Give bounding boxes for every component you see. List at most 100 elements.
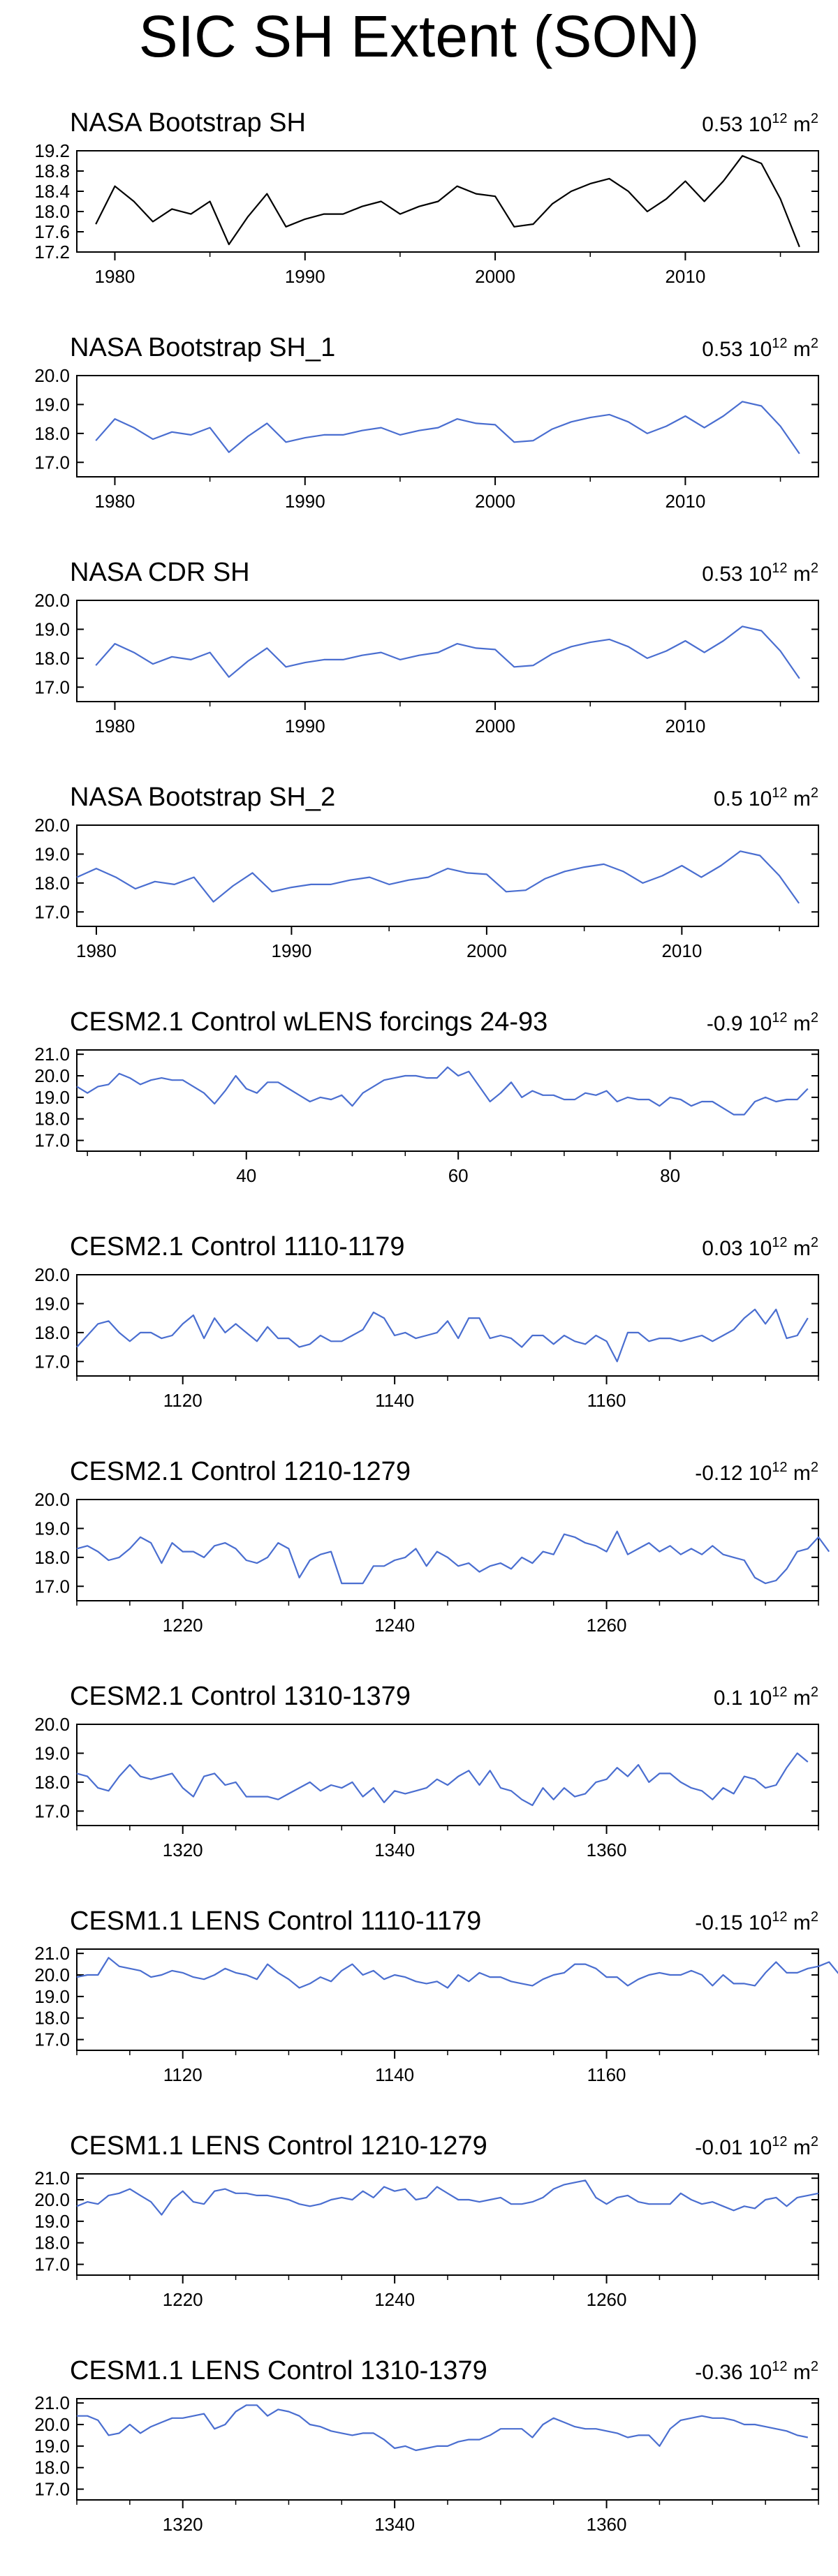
y-tick-label: 17.2 — [34, 242, 70, 262]
x-tick-label: 2000 — [475, 716, 515, 736]
trend-unit: m — [788, 1237, 811, 1260]
trend-unit-exp2: 2 — [811, 2359, 818, 2374]
trend-value: -0.36 — [695, 2361, 749, 2384]
y-tick-label: 17.0 — [34, 1576, 70, 1597]
series-line — [77, 2404, 809, 2452]
trend-unit-base: 10 — [749, 563, 772, 586]
trend-label: 0.53 1012 m2 — [702, 561, 818, 586]
trend-unit-exp2: 2 — [811, 561, 818, 576]
x-tick-label: 1120 — [163, 1390, 203, 1411]
trend-unit-base: 10 — [749, 1687, 772, 1710]
y-tick-label: 19.0 — [34, 1742, 70, 1763]
trend-value: 0.53 — [702, 338, 749, 361]
chart-title: CESM1.1 LENS Control 1310-1379 — [70, 2356, 487, 2385]
trend-label: -0.9 1012 m2 — [707, 1010, 818, 1035]
trend-unit-exp: 12 — [772, 2359, 787, 2374]
x-tick-label: 1260 — [587, 1615, 627, 1636]
y-tick-label: 18.0 — [34, 2233, 70, 2253]
plot-frame — [76, 1049, 819, 1152]
trend-label: 0.53 1012 m2 — [702, 111, 818, 136]
trend-unit-base: 10 — [749, 1462, 772, 1485]
trend-unit-exp2: 2 — [811, 1460, 818, 1475]
plot-frame — [76, 150, 819, 253]
x-tick-label: 40 — [236, 1165, 256, 1186]
chart-title: CESM2.1 Control 1110-1179 — [70, 1232, 405, 1261]
trend-value: 0.03 — [702, 1237, 749, 1260]
y-tick-label: 19.0 — [34, 1087, 70, 1108]
y-tick-label: 19.2 — [34, 140, 70, 161]
trend-label: 0.1 1012 m2 — [714, 1685, 818, 1710]
chart-title: NASA Bootstrap SH_2 — [70, 783, 335, 812]
trend-unit: m — [788, 1462, 811, 1485]
series-line — [95, 401, 800, 454]
y-tick-label: 18.4 — [34, 181, 70, 202]
y-tick-label: 18.0 — [34, 1772, 70, 1793]
trend-unit: m — [788, 338, 811, 361]
chart-panel-7: CESM2.1 Control 1210-1279 -0.12 1012 m2 17… — [34, 1457, 830, 1636]
series-line — [95, 155, 800, 248]
page-title: SIC SH Extent (SON) — [138, 3, 700, 69]
chart-panel-10: CESM1.1 LENS Control 1210-1279 -0.01 1012… — [34, 2131, 819, 2310]
y-tick-label: 20.0 — [34, 2189, 70, 2210]
plot-frame — [76, 1948, 819, 2051]
trend-unit-exp: 12 — [772, 1460, 787, 1475]
trend-unit: m — [788, 1911, 811, 1934]
x-tick-label: 1260 — [587, 2289, 627, 2310]
x-tick-label: 1980 — [95, 716, 135, 736]
chart-title: CESM1.1 LENS Control 1110-1179 — [70, 1907, 481, 1936]
y-tick-label: 18.0 — [34, 1109, 70, 1130]
y-tick-label: 17.0 — [34, 676, 70, 697]
trend-label: 0.5 1012 m2 — [714, 785, 818, 810]
series-line — [95, 626, 800, 679]
trend-unit-base: 10 — [749, 338, 772, 361]
x-tick-label: 1160 — [587, 1390, 626, 1411]
x-tick-label: 1240 — [374, 2289, 415, 2310]
x-tick-label: 1220 — [163, 2289, 203, 2310]
chart-title: CESM2.1 Control 1210-1279 — [70, 1457, 411, 1486]
plot-frame — [76, 600, 819, 702]
trend-label: -0.12 1012 m2 — [695, 1460, 818, 1485]
y-tick-label: 17.0 — [34, 1800, 70, 1821]
chart-panel-2: NASA Bootstrap SH_1 0.53 1012 m2 17.0 18.0 1… — [34, 333, 819, 512]
trend-unit-exp2: 2 — [811, 336, 818, 351]
trend-unit: m — [788, 563, 811, 586]
x-tick-label: 60 — [448, 1165, 469, 1186]
chart-title: CESM2.1 Control 1310-1379 — [70, 1682, 411, 1711]
trend-unit-exp: 12 — [772, 1010, 787, 1026]
trend-label: 0.53 1012 m2 — [702, 336, 818, 361]
x-tick-label: 1340 — [374, 1840, 415, 1860]
y-tick-label: 21.0 — [34, 2168, 70, 2189]
y-tick-label: 18.0 — [34, 1322, 70, 1343]
trend-value: 0.5 — [714, 787, 749, 810]
chart-panel-4: NASA Bootstrap SH_2 0.5 1012 m2 17.0 18.0 19… — [34, 783, 819, 961]
plot-frame — [76, 1274, 819, 1377]
trend-value: -0.9 — [707, 1012, 749, 1035]
x-tick-label: 1990 — [285, 266, 325, 287]
x-tick-label: 1980 — [95, 266, 135, 287]
x-tick-label: 1990 — [271, 940, 311, 961]
y-tick-label: 20.0 — [34, 1489, 70, 1510]
x-tick-label: 2010 — [661, 940, 702, 961]
trend-unit-exp2: 2 — [811, 2134, 818, 2149]
trend-unit-exp: 12 — [772, 561, 787, 576]
y-tick-label: 19.0 — [34, 1518, 70, 1539]
y-tick-label: 18.0 — [34, 2008, 70, 2029]
x-tick-label: 2000 — [475, 266, 515, 287]
y-tick-label: 18.0 — [34, 648, 70, 669]
trend-unit: m — [788, 2136, 811, 2159]
trend-unit: m — [788, 113, 811, 136]
y-tick-label: 18.0 — [34, 423, 70, 444]
y-tick-label: 18.8 — [34, 161, 70, 182]
trend-unit-base: 10 — [749, 2361, 772, 2384]
y-tick-label: 20.0 — [34, 1714, 70, 1735]
y-tick-label: 17.0 — [34, 1351, 70, 1372]
trend-value: 0.53 — [702, 113, 749, 136]
series-line — [76, 1308, 809, 1363]
y-tick-label: 19.0 — [34, 2436, 70, 2457]
trend-unit: m — [788, 1012, 811, 1035]
x-tick-label: 1360 — [587, 1840, 627, 1860]
trend-label: -0.15 1012 m2 — [695, 1909, 818, 1934]
trend-unit: m — [788, 787, 811, 810]
y-tick-label: 18.0 — [34, 201, 70, 222]
